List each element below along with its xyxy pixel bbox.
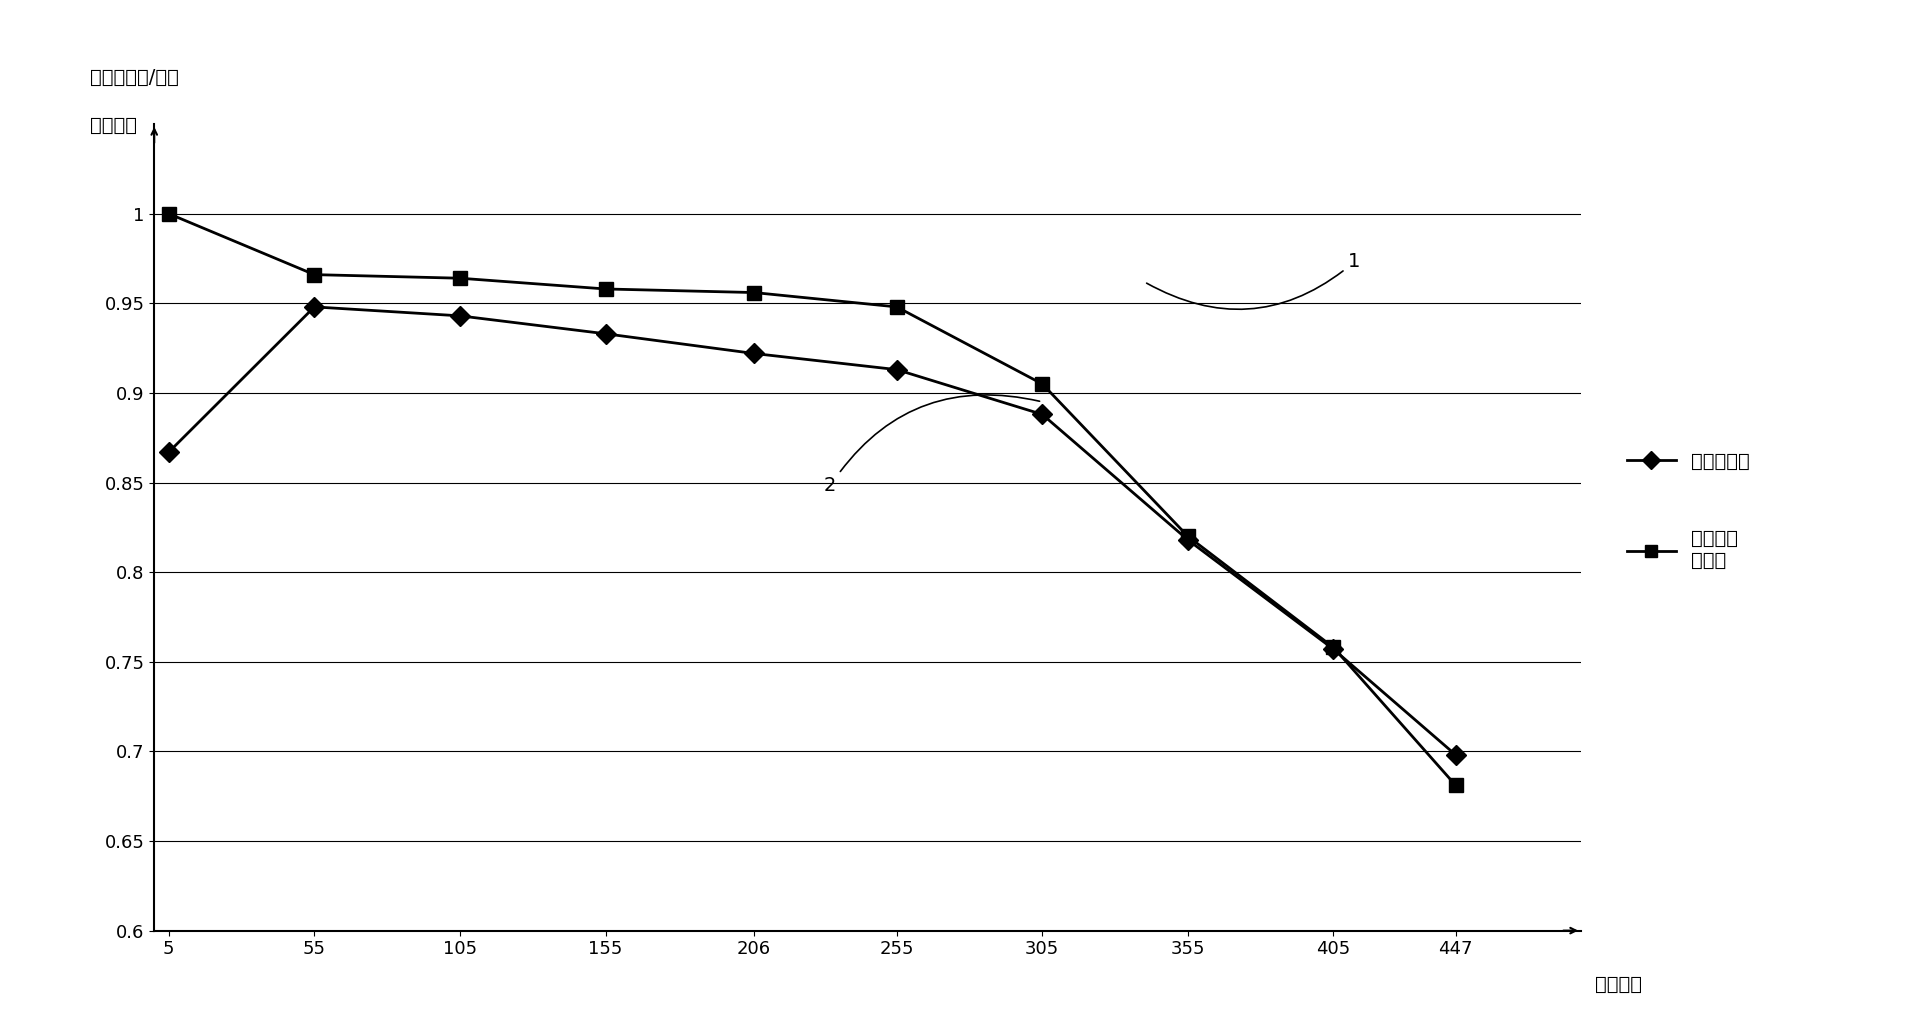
- Text: 2: 2: [823, 395, 1039, 495]
- Text: 容量衰减率/容量: 容量衰减率/容量: [91, 67, 179, 87]
- Legend: 容量衰减率, 容量衰差
变化率: 容量衰减率, 容量衰差 变化率: [1620, 445, 1758, 578]
- Text: 循环次数: 循环次数: [1594, 975, 1643, 994]
- Text: 差变化率: 差变化率: [91, 116, 137, 135]
- Text: 1: 1: [1147, 252, 1361, 309]
